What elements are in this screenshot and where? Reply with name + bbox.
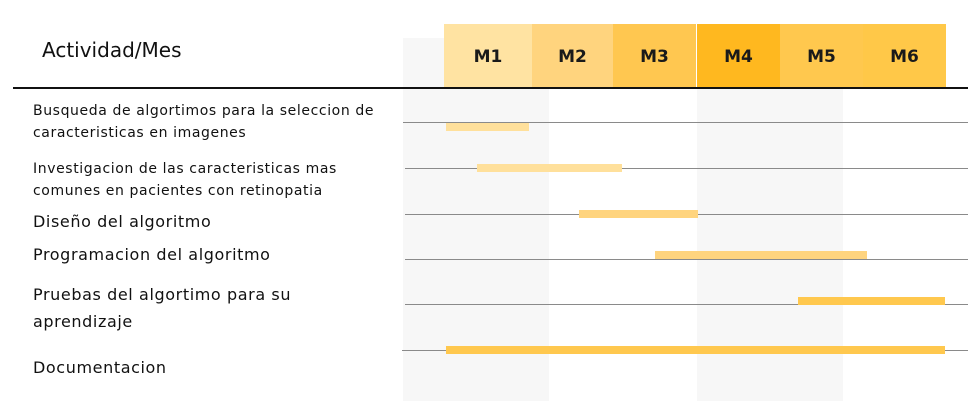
task-label-2: Investigacion de las caracteristicas mas… — [33, 161, 337, 199]
task-bar-6 — [446, 346, 945, 354]
row-line-1 — [403, 122, 968, 123]
column-shade-m1 — [403, 38, 549, 401]
task-label-3: Diseño del algoritmo — [33, 212, 212, 231]
task-label-6: Documentacion — [33, 358, 167, 377]
month-header-m5: M5 — [780, 24, 863, 88]
month-header-m2: M2 — [532, 24, 613, 88]
task-bar-2 — [477, 164, 622, 172]
task-label-4: Programacion del algoritmo — [33, 245, 271, 264]
column-shade-m4 — [697, 38, 843, 401]
task-bar-1 — [446, 123, 529, 131]
month-header-m3: M3 — [613, 24, 696, 88]
row-line-5 — [405, 304, 968, 305]
header-divider — [13, 87, 968, 89]
month-header-m4: M4 — [697, 24, 780, 88]
task-bar-3 — [579, 210, 698, 218]
page-title: Actividad/Mes — [42, 38, 182, 62]
task-bar-5 — [798, 297, 945, 305]
month-header-m1: M1 — [444, 24, 532, 88]
task-label-5: Pruebas del algortimo para su aprendizaj… — [33, 285, 292, 331]
row-line-4 — [405, 259, 968, 260]
row-line-2 — [405, 168, 968, 169]
month-header-m6: M6 — [863, 24, 946, 88]
task-label-1: Busqueda de algortimos para la seleccion… — [33, 103, 375, 141]
task-bar-4 — [655, 251, 867, 259]
